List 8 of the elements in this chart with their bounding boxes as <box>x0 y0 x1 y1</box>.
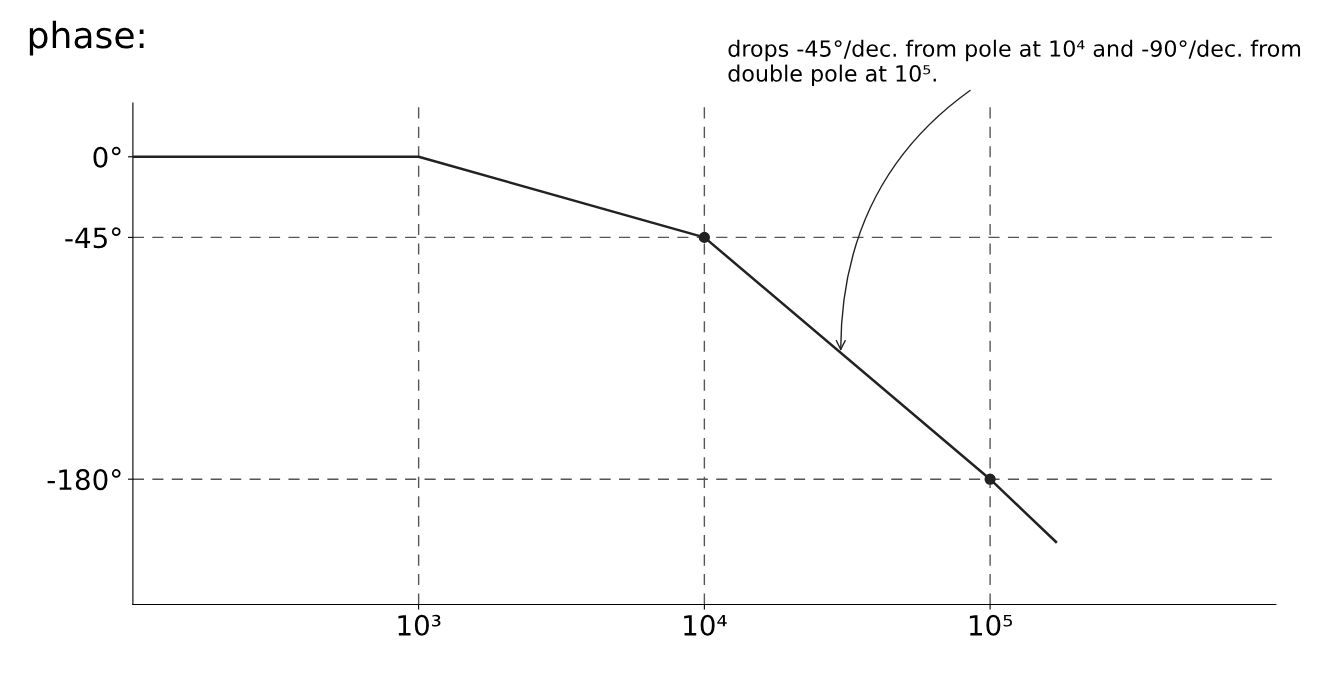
annotation: drops -45°/dec. from pole at 10⁴ and -90°/dec. from double pole at 10⁵. <box>728 39 1301 87</box>
x-tick-label: 10³ <box>398 614 441 636</box>
y-tick-label: -180° <box>47 469 121 491</box>
chart-title: phase: <box>29 20 144 56</box>
x-tick-label: 10⁵ <box>969 614 1013 636</box>
y-tick-label: 0° <box>93 146 121 168</box>
y-tick-label: -45° <box>65 227 121 249</box>
x-tick-label: 10⁴ <box>684 614 727 636</box>
